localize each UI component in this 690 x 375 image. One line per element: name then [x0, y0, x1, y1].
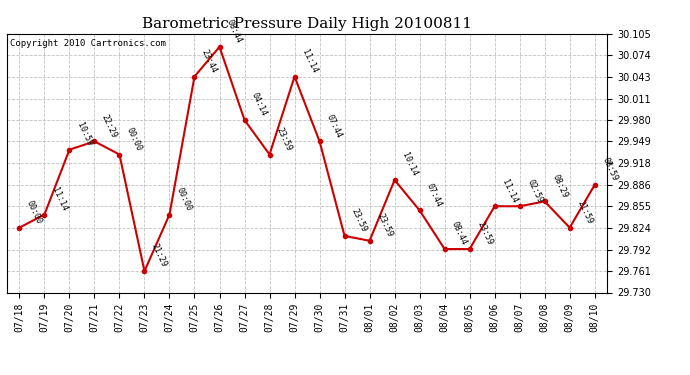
Text: 07:44: 07:44 — [425, 182, 444, 208]
Text: 00:00: 00:00 — [25, 199, 43, 225]
Text: Copyright 2010 Cartronics.com: Copyright 2010 Cartronics.com — [10, 39, 166, 48]
Text: 08:44: 08:44 — [450, 220, 469, 247]
Text: 10:59: 10:59 — [75, 121, 94, 147]
Text: 21:29: 21:29 — [150, 243, 169, 269]
Text: 00:00: 00:00 — [125, 126, 144, 152]
Title: Barometric Pressure Daily High 20100811: Barometric Pressure Daily High 20100811 — [142, 17, 472, 31]
Text: 23:44: 23:44 — [200, 48, 219, 74]
Text: 23:59: 23:59 — [350, 207, 369, 234]
Text: 08:29: 08:29 — [550, 173, 569, 199]
Text: 07:44: 07:44 — [325, 113, 344, 139]
Text: 11:14: 11:14 — [50, 186, 69, 212]
Text: 23:59: 23:59 — [475, 220, 494, 247]
Text: 23:59: 23:59 — [275, 126, 294, 152]
Text: 11:14: 11:14 — [500, 178, 519, 204]
Text: 08:44: 08:44 — [225, 18, 244, 45]
Text: 22:29: 22:29 — [100, 113, 119, 139]
Text: 23:59: 23:59 — [375, 212, 394, 238]
Text: 11:14: 11:14 — [300, 48, 319, 74]
Text: 21:59: 21:59 — [575, 199, 594, 225]
Text: 08:59: 08:59 — [600, 156, 619, 183]
Text: 00:00: 00:00 — [175, 186, 194, 212]
Text: 10:14: 10:14 — [400, 152, 419, 178]
Text: 04:14: 04:14 — [250, 92, 269, 118]
Text: 02:59: 02:59 — [525, 178, 544, 204]
